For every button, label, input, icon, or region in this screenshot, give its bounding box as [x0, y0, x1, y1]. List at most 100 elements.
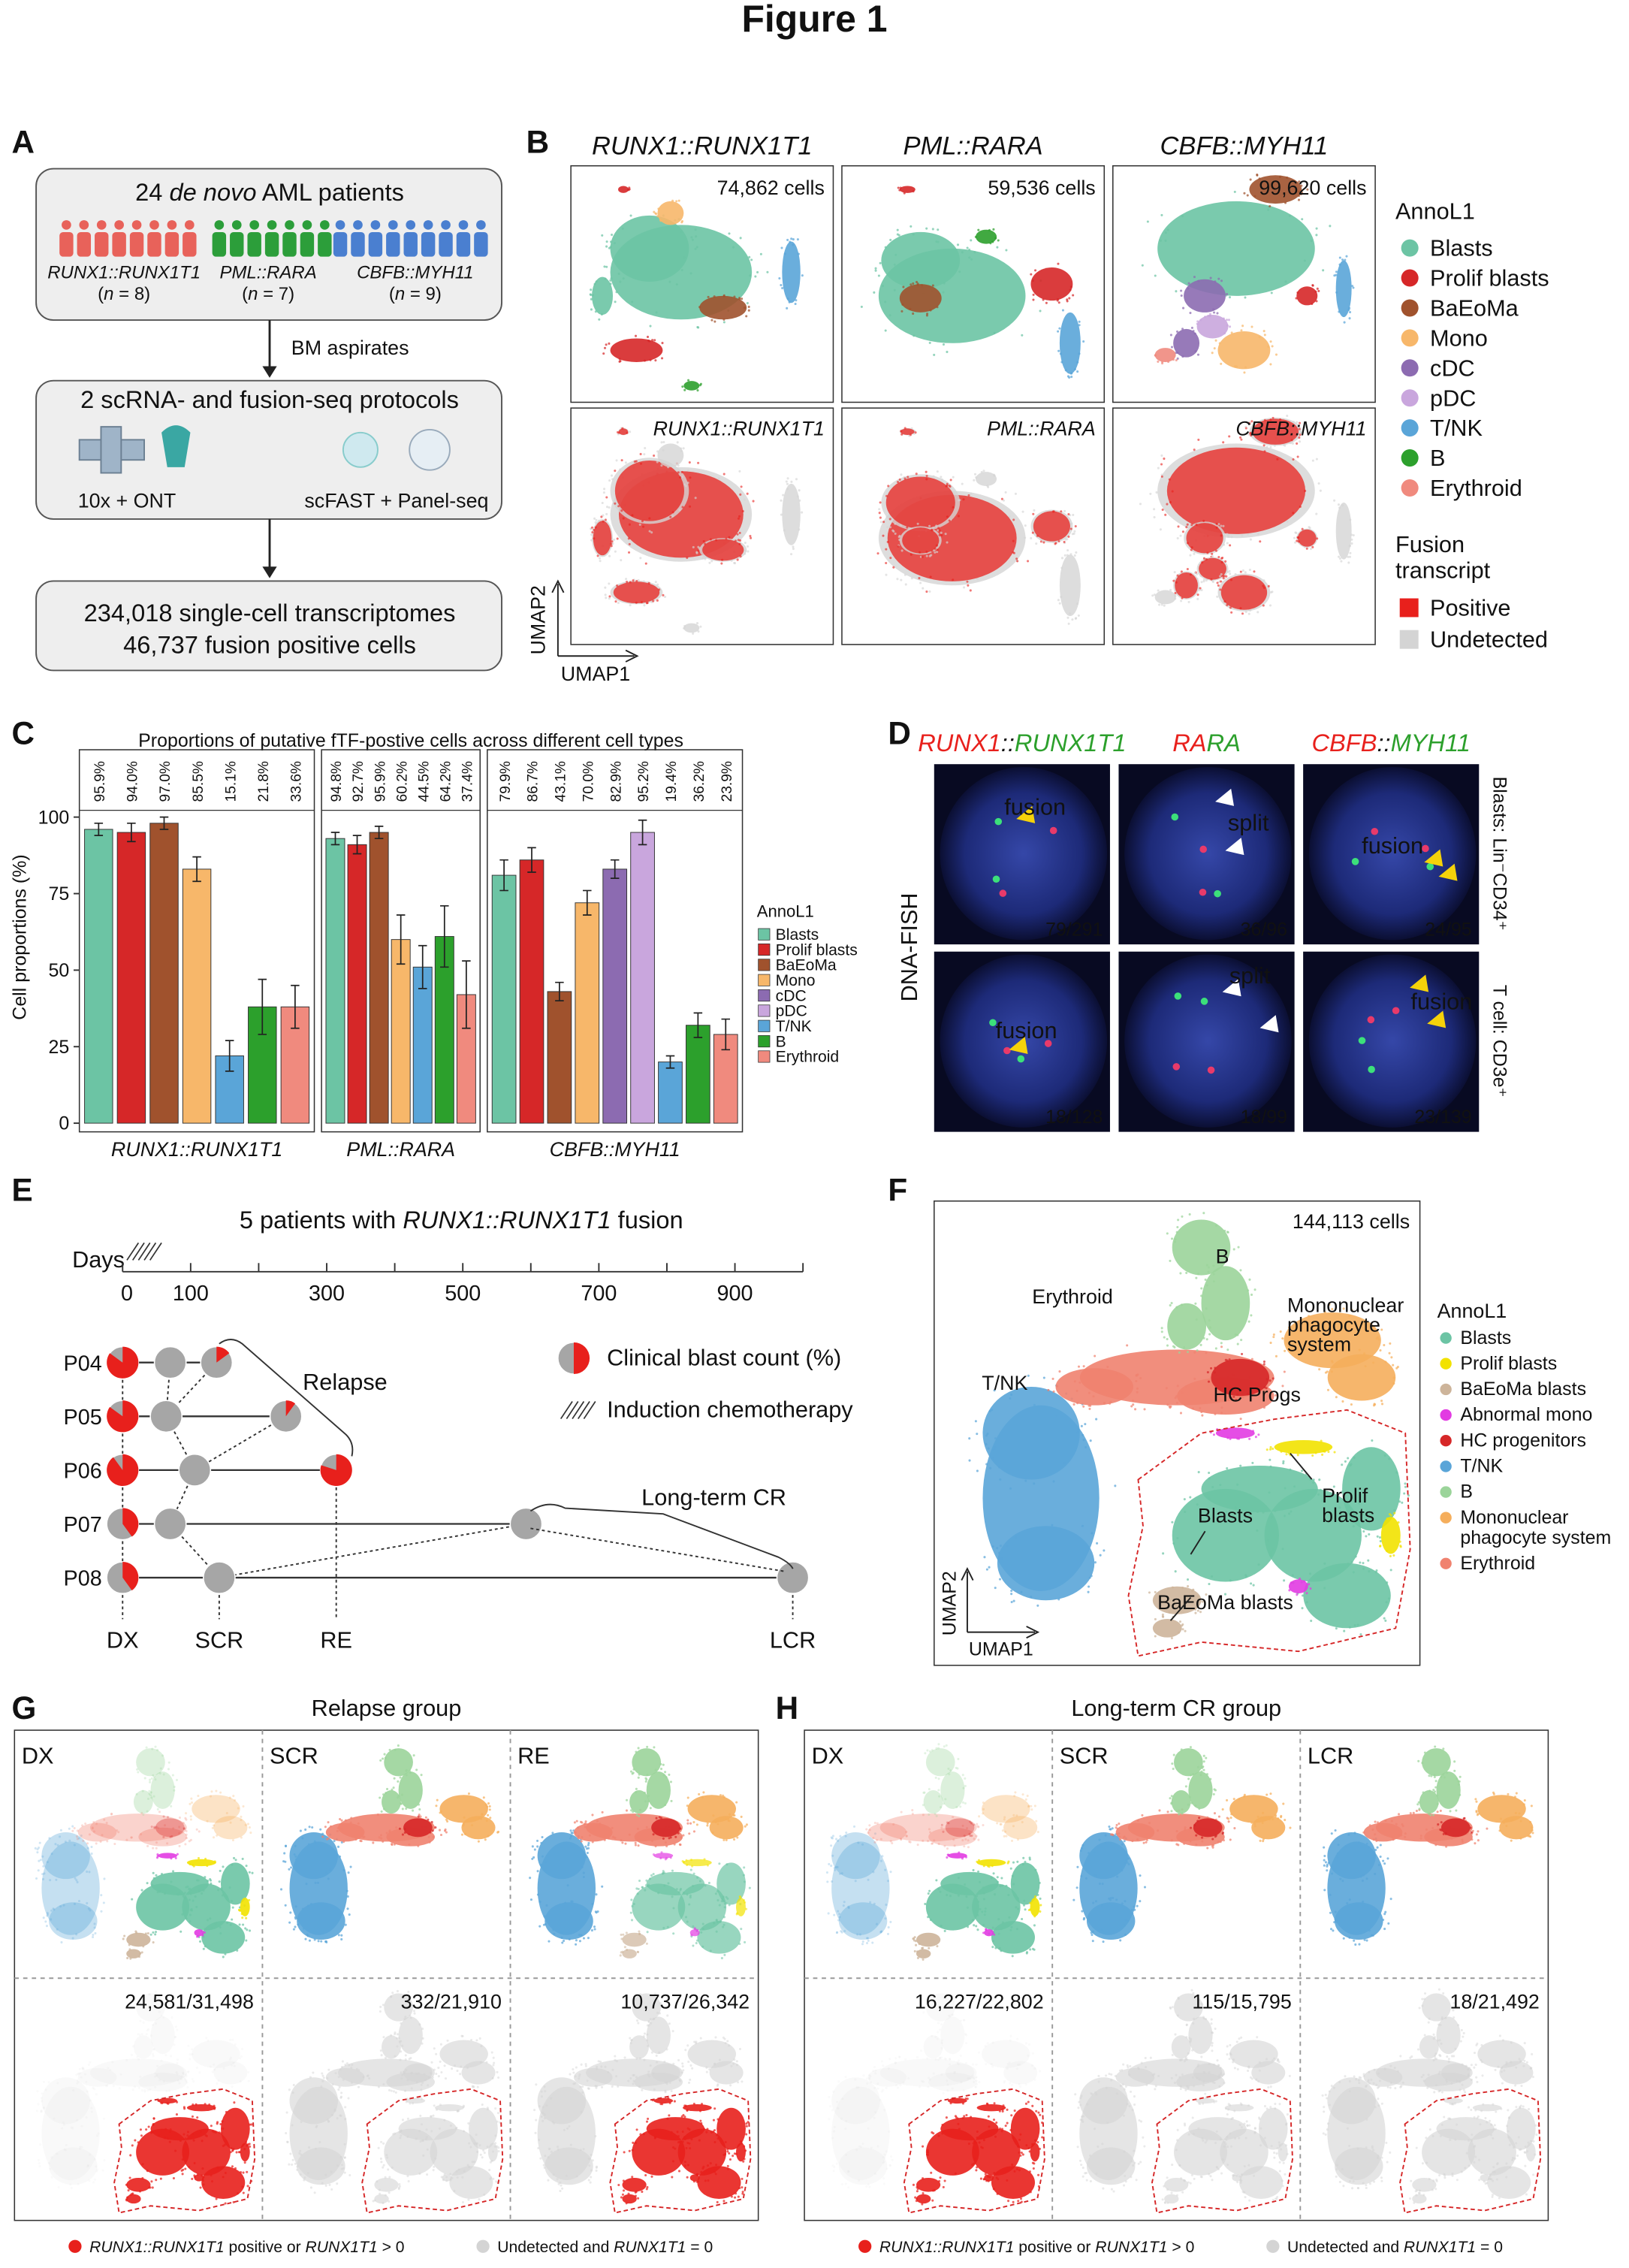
- umap-cluster: [136, 1748, 165, 1777]
- umap-cell: [912, 282, 915, 285]
- umap-cell: [1309, 548, 1312, 551]
- umap-cell: [686, 556, 689, 560]
- umap-cell: [668, 2081, 671, 2084]
- umap-cell: [619, 280, 622, 283]
- umap-cell: [635, 460, 638, 463]
- umap-cell: [750, 536, 753, 539]
- umap-cell: [884, 329, 887, 332]
- umap-cell: [666, 2117, 669, 2120]
- umap-cell: [976, 1469, 979, 1472]
- umap-cell: [1077, 614, 1080, 617]
- error-bar: [721, 1018, 731, 1051]
- umap-cell: [244, 1927, 247, 1930]
- umap-cell: [619, 360, 622, 363]
- umap-cell: [1164, 513, 1167, 516]
- umap-cell: [682, 2069, 685, 2072]
- umap-cell: [880, 1930, 883, 1933]
- umap-cell: [585, 1856, 588, 1859]
- umap-cell: [1174, 595, 1177, 598]
- percent-label: 33.6%: [289, 761, 305, 802]
- umap-cell: [740, 485, 743, 488]
- umap-cell: [1058, 327, 1061, 330]
- umap-cell: [305, 1883, 308, 1886]
- umap-cell: [1063, 540, 1066, 543]
- umap-cell: [745, 2122, 748, 2125]
- umap-cell: [639, 452, 642, 455]
- umap-cell: [284, 1904, 287, 1907]
- legend-swatch: [758, 1035, 771, 1048]
- umap-cell: [95, 2170, 98, 2173]
- umap-cell: [1226, 570, 1229, 574]
- umap-cluster: [1196, 315, 1229, 339]
- umap-cell: [933, 1839, 936, 1842]
- umap-cell: [715, 1919, 718, 1922]
- umap-cell: [1272, 1377, 1275, 1380]
- legend-label: B: [1460, 1481, 1473, 1502]
- umap-cell: [1223, 543, 1226, 546]
- umap-cluster: [1184, 279, 1226, 313]
- umap-cell: [86, 1847, 89, 1850]
- umap-cell: [686, 1796, 689, 1799]
- panel-label: H: [776, 1690, 799, 1726]
- umap-cell: [1309, 1587, 1312, 1590]
- umap-cell: [1234, 365, 1237, 368]
- umap-cell: [918, 577, 921, 580]
- umap-cell: [155, 2074, 158, 2077]
- umap-cell: [1330, 1370, 1333, 1373]
- umap-cell: [1216, 595, 1219, 598]
- umap-cell: [838, 1872, 842, 1875]
- umap-cell: [189, 2053, 192, 2056]
- blast-contour: [609, 2088, 752, 2214]
- umap-cell: [1315, 227, 1318, 230]
- umap-cell: [156, 2064, 159, 2067]
- umap-cluster: [1003, 1816, 1038, 1840]
- umap-cell: [1262, 444, 1265, 447]
- umap-cell: [1027, 1804, 1030, 1807]
- umap-cell: [1057, 297, 1060, 300]
- umap-cell: [128, 1943, 131, 1946]
- umap-cell: [879, 1931, 882, 1934]
- umap-cell: [591, 1902, 594, 1905]
- umap-cluster: [384, 1748, 413, 1777]
- umap-cell: [339, 2096, 342, 2099]
- umap-cluster: [831, 2086, 890, 2181]
- umap-cell: [692, 545, 695, 548]
- umap-cell: [725, 537, 728, 540]
- umap-cell: [1244, 611, 1247, 614]
- umap-cluster: [1249, 175, 1302, 204]
- umap-cell: [1244, 366, 1247, 369]
- umap-cell: [184, 1817, 187, 1820]
- umap-cell: [1012, 1599, 1015, 1602]
- umap-cell: [1216, 312, 1219, 315]
- umap-cell: [946, 2079, 949, 2082]
- umap-cell: [694, 228, 697, 231]
- umap-cell: [711, 1831, 714, 1835]
- umap-cluster: [976, 1859, 1006, 1867]
- umap-cell: [397, 2186, 400, 2189]
- umap-cell: [733, 2058, 736, 2061]
- umap-cell: [599, 2060, 602, 2063]
- umap-cell: [388, 1770, 391, 1773]
- umap-cell: [595, 2065, 598, 2068]
- umap-cell: [586, 1851, 589, 1855]
- nucleus: [1124, 767, 1292, 941]
- umap-cell: [898, 2055, 901, 2058]
- umap-cell: [397, 2037, 400, 2040]
- umap-cluster: [940, 1771, 965, 1809]
- umap-cell: [439, 1833, 443, 1837]
- umap-cell: [632, 1902, 635, 1906]
- umap-cell: [1226, 1231, 1229, 1234]
- umap-cell: [681, 2065, 684, 2068]
- umap-cell: [80, 1824, 84, 1827]
- umap-cell: [1126, 1861, 1129, 1864]
- umap-cell: [1303, 1580, 1306, 1583]
- umap-cell: [189, 2058, 192, 2061]
- umap-cell: [608, 595, 611, 598]
- umap-cell: [392, 2090, 396, 2093]
- umap-cluster: [610, 215, 689, 282]
- umap-cell: [686, 482, 689, 485]
- umap-cell: [844, 2128, 847, 2131]
- umap-cell: [409, 2056, 412, 2060]
- umap-cell: [931, 550, 934, 553]
- umap-cell: [629, 214, 632, 217]
